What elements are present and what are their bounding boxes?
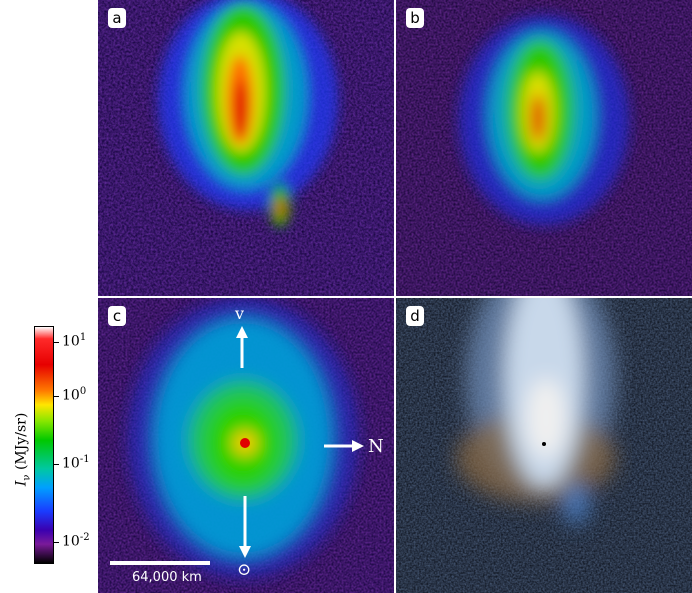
colorbar-tick	[54, 542, 59, 543]
panel-label-b: b	[406, 8, 424, 28]
scale-bar-label: 64,000 km	[132, 570, 202, 585]
panel-d-emission	[396, 298, 692, 593]
colorbar-title: Iν (MJy/sr)	[13, 412, 33, 487]
panel-b-image: b	[396, 0, 692, 296]
colorbar	[34, 326, 54, 564]
north-label: N	[368, 436, 384, 457]
panel-a-image: a	[98, 0, 394, 296]
panel-b-emission	[396, 0, 692, 296]
colorbar-tick	[54, 342, 59, 343]
nucleus-marker	[240, 438, 250, 448]
sun-symbol: ⊙	[237, 560, 252, 580]
panel-c-image: c v N ⊙ 64,000 km	[98, 298, 394, 593]
panel-c-emission	[98, 298, 394, 593]
colorbar-label: 100	[62, 386, 87, 404]
panel-a-emission	[98, 0, 394, 296]
panel-label-a: a	[108, 8, 126, 28]
colorbar-tick	[54, 396, 59, 397]
panel-label-c: c	[108, 306, 126, 326]
colorbar-label: 10-2	[62, 532, 90, 550]
nucleus-dot	[542, 442, 546, 446]
colorbar-label: 10-1	[62, 454, 90, 472]
colorbar-label: 101	[62, 332, 87, 350]
velocity-label: v	[235, 304, 245, 323]
colorbar-tick	[54, 464, 59, 465]
panel-label-d: d	[406, 306, 424, 326]
panel-d-image: d	[396, 298, 692, 593]
